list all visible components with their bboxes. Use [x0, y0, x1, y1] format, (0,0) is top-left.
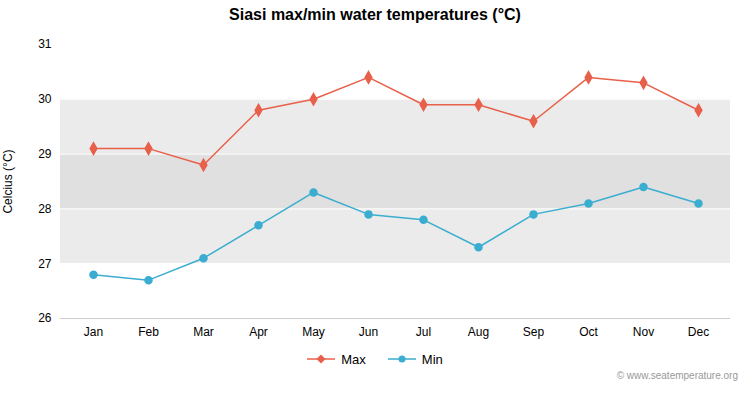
svg-text:May: May — [302, 325, 325, 339]
svg-text:Jul: Jul — [416, 325, 431, 339]
svg-text:Aug: Aug — [468, 325, 489, 339]
svg-text:Jan: Jan — [84, 325, 103, 339]
svg-text:Nov: Nov — [633, 325, 654, 339]
svg-text:28: 28 — [38, 202, 52, 216]
svg-text:Jun: Jun — [359, 325, 378, 339]
html-text:Siasi max/min water temperatur: Siasi max/min water temperatures (°C) — [229, 6, 521, 23]
svg-text:Oct: Oct — [579, 325, 598, 339]
svg-text:26: 26 — [38, 311, 52, 325]
svg-text:Celcius (°C): Celcius (°C) — [1, 149, 15, 213]
svg-text:29: 29 — [38, 147, 52, 161]
svg-text:30: 30 — [38, 92, 52, 106]
html-text:Min: Min — [421, 351, 443, 367]
svg-text:27: 27 — [38, 257, 52, 271]
svg-text:Feb: Feb — [138, 325, 159, 339]
svg-text:Dec: Dec — [688, 325, 709, 339]
svg-text:Sep: Sep — [523, 325, 545, 339]
svg-text:31: 31 — [38, 37, 52, 51]
svg-text:Apr: Apr — [249, 325, 268, 339]
svg-text:Mar: Mar — [193, 325, 214, 339]
html-text:Max: Max — [341, 351, 366, 367]
html-text:© www.seatemperature.org: © www.seatemperature.org — [616, 370, 738, 381]
